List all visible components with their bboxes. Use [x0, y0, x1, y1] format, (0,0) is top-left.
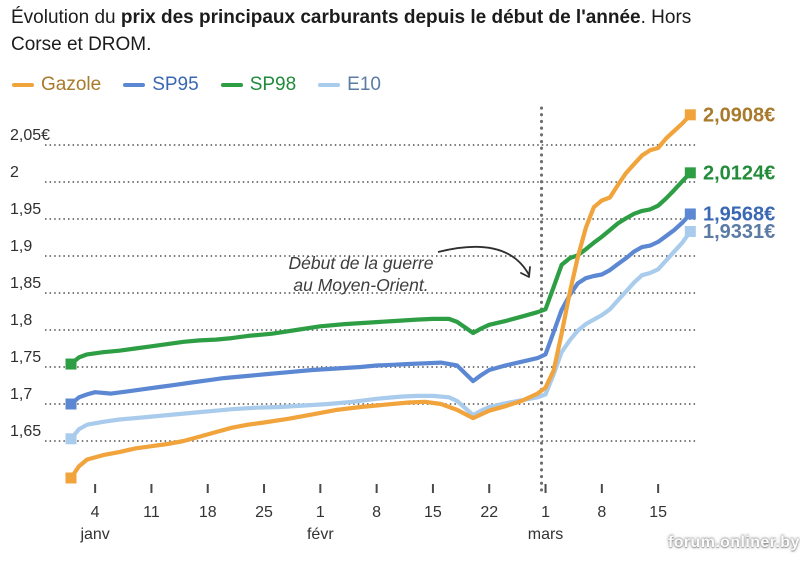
event-annotation: Début de la guerre au Moyen-Orient.: [250, 252, 472, 296]
x-tick-label: 22: [480, 504, 498, 521]
x-tick-label: 11: [143, 504, 160, 521]
sp98-legend-dash-icon: [220, 82, 243, 88]
sp95-start-marker: [65, 398, 77, 410]
legend-label-sp98: SP98: [249, 74, 297, 95]
y-axis-label: 2: [10, 164, 19, 181]
annotation-line1: Début de la guerre: [288, 253, 434, 273]
y-axis-label: 1,65: [10, 423, 41, 440]
y-axis-label: 1,8: [10, 312, 32, 329]
month-label: févr: [307, 526, 334, 543]
x-tick-label: 4: [91, 504, 100, 521]
title-text-bold: prix des principaux carburants depuis le…: [120, 7, 641, 28]
month-label: janv: [79, 526, 109, 543]
e10-line: [68, 229, 693, 441]
y-axis-label: 1,75: [10, 349, 41, 366]
annotation-arrow: [437, 245, 530, 276]
chart-legend: Gazole SP95 SP98 E10: [12, 74, 381, 96]
x-tick-label: 1: [541, 504, 550, 521]
annotation-line2: au Moyen-Orient.: [293, 275, 429, 295]
sp95-end-marker: [684, 208, 696, 220]
annotation-arrowhead: [520, 266, 531, 278]
e10-value-label: 1,9331€: [703, 221, 775, 243]
gazole-legend-dash-icon: [12, 82, 34, 88]
y-axis-label: 1,95: [10, 201, 41, 218]
y-axis-label: 1,85: [10, 275, 41, 292]
title-text-regular: Évolution du: [11, 7, 121, 28]
legend-label-e10: E10: [347, 74, 381, 95]
y-axis-label: 1,7: [10, 386, 32, 403]
x-tick-label: 8: [372, 504, 381, 521]
x-tick-label: 18: [199, 504, 217, 521]
legend-item-sp95: SP95: [123, 74, 199, 96]
sp95-value-label: 1,9568€: [703, 203, 775, 225]
title-text-regular-2: . Hors: [640, 7, 692, 28]
gazole-value-label: 2,0908€: [703, 104, 775, 126]
y-axis-label: 1,9: [10, 238, 32, 255]
sp95-legend-dash-icon: [123, 82, 146, 88]
e10-start-marker: [65, 433, 77, 445]
x-tick-label: 25: [255, 504, 273, 521]
legend-item-sp98: SP98: [220, 74, 297, 96]
month-label: mars: [528, 526, 564, 543]
legend-item-gazole: Gazole: [12, 74, 101, 96]
x-tick-label: 15: [424, 504, 442, 521]
y-axis-label: 2,05€: [10, 127, 50, 144]
watermark: forum.onliner.by: [668, 534, 800, 551]
x-tick-label: 15: [649, 504, 667, 521]
sp98-start-marker: [65, 358, 77, 370]
sp95-line: [68, 211, 693, 407]
sp98-end-marker: [684, 167, 696, 179]
e10-legend-dash-icon: [318, 82, 341, 88]
x-tick-label: 8: [597, 504, 606, 521]
e10-end-marker: [684, 226, 696, 238]
legend-item-e10: E10: [318, 74, 381, 96]
x-tick-label: 1: [316, 504, 325, 521]
gazole-end-marker: [684, 109, 696, 121]
gazole-start-marker: [65, 472, 77, 484]
sp98-line: [68, 170, 693, 367]
gazole-line: [68, 112, 693, 481]
chart-title: Évolution du prix des principaux carbura…: [11, 4, 789, 58]
legend-label-gazole: Gazole: [41, 74, 102, 95]
sp98-value-label: 2,0124€: [703, 162, 775, 184]
legend-label-sp95: SP95: [152, 74, 199, 95]
title-line2: Corse et DROM.: [11, 34, 152, 55]
